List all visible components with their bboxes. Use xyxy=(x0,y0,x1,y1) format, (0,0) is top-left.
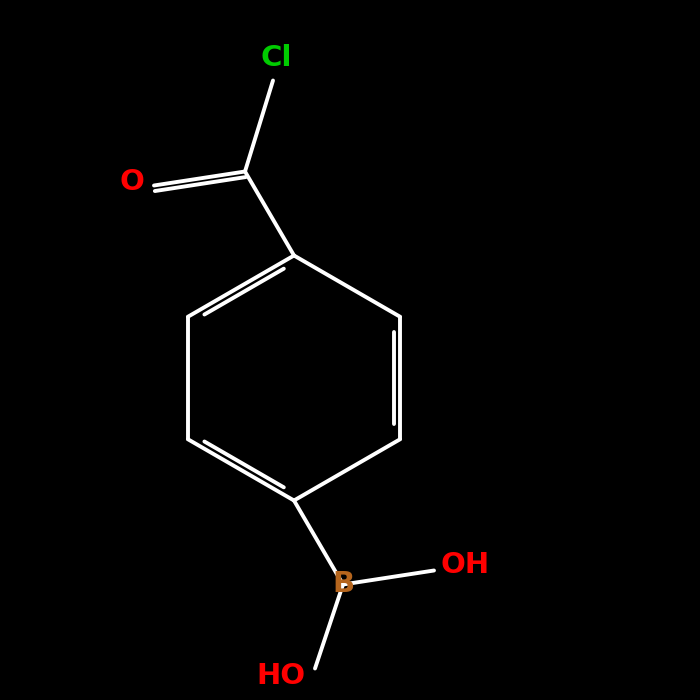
Text: Cl: Cl xyxy=(260,44,293,72)
Text: B: B xyxy=(332,570,354,598)
Text: O: O xyxy=(119,168,144,196)
Text: OH: OH xyxy=(441,551,490,579)
Text: HO: HO xyxy=(257,662,306,690)
